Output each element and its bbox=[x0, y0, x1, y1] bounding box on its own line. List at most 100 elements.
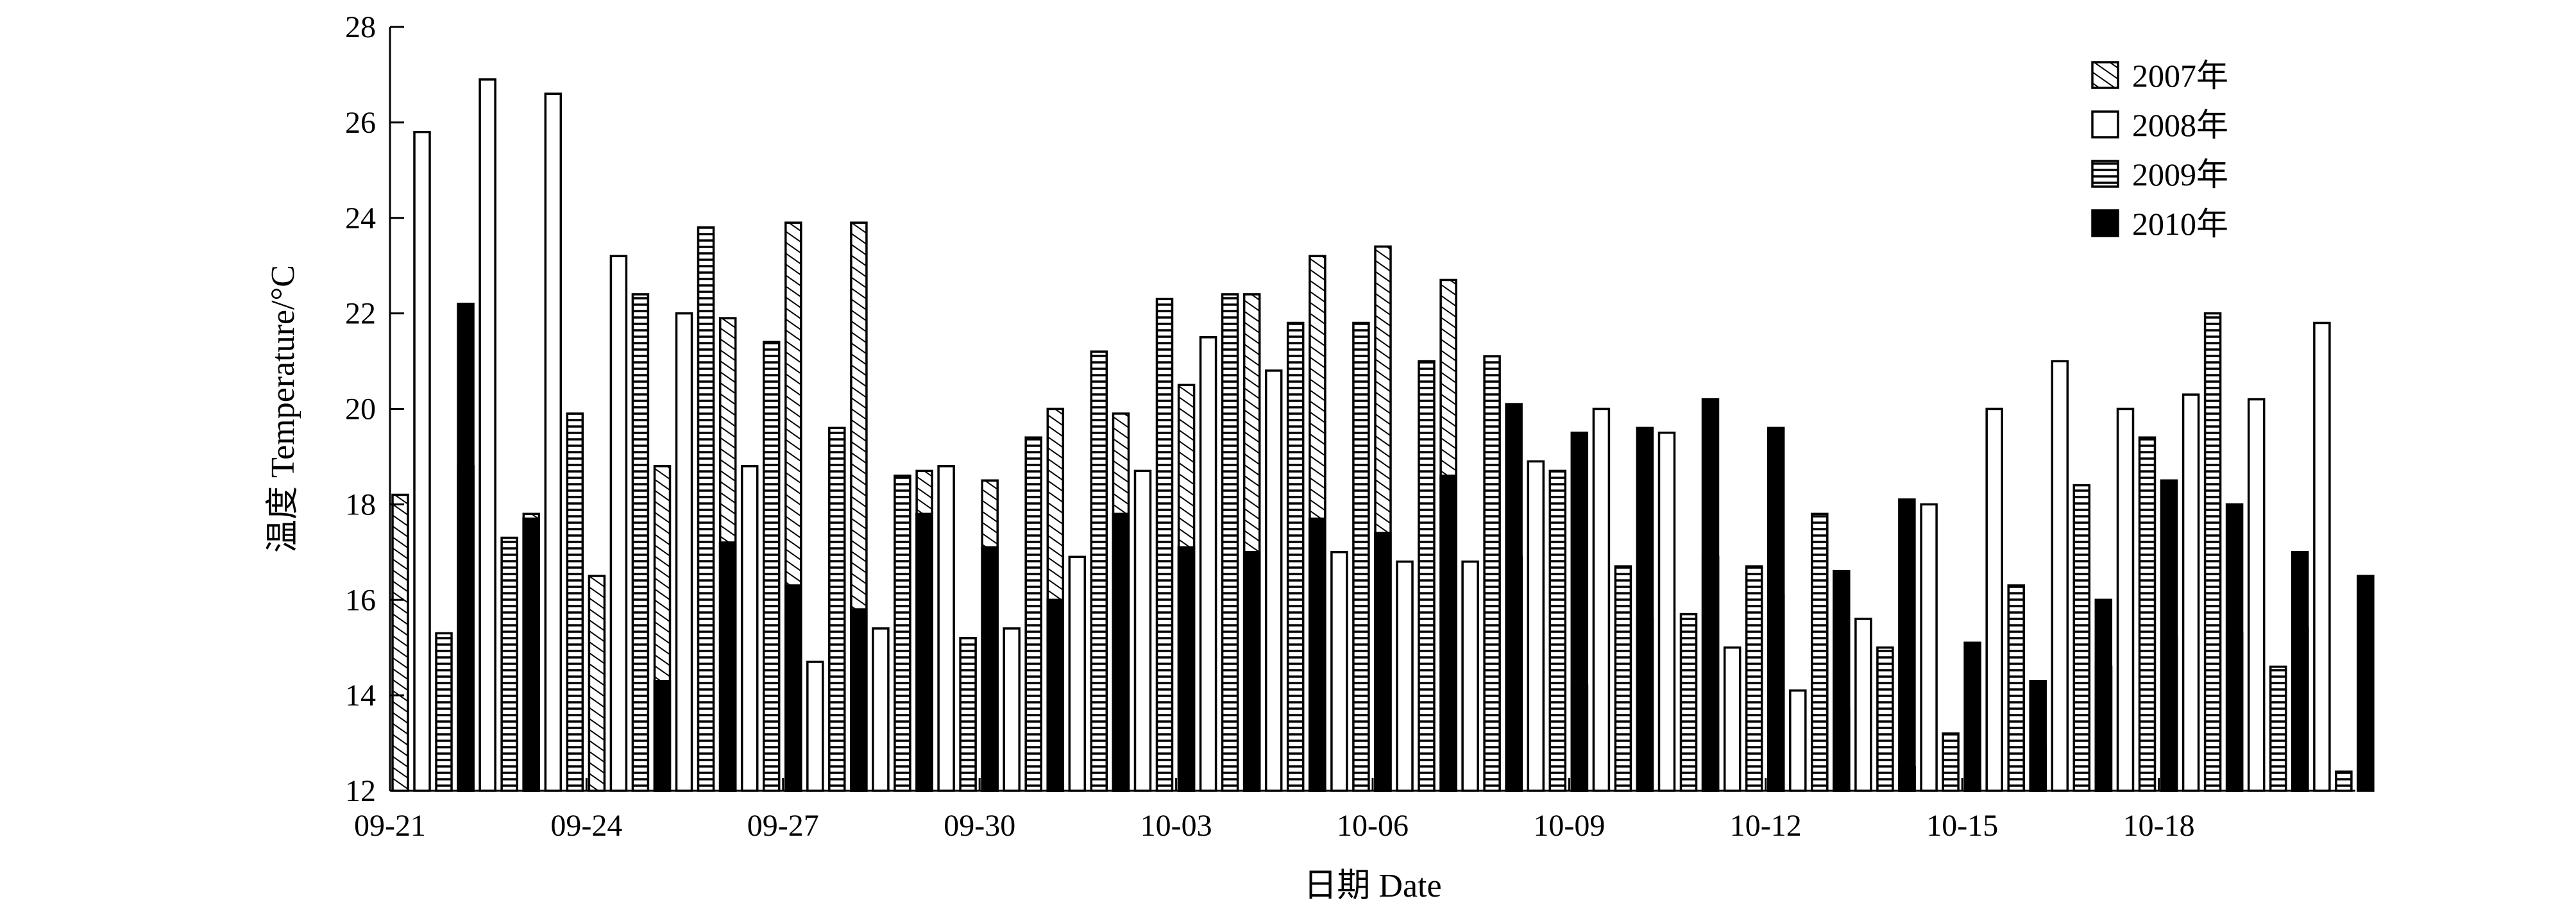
bar-s2-c12 bbox=[1221, 293, 1239, 792]
bar-s1-c0 bbox=[413, 131, 431, 792]
bar-s2-c3 bbox=[631, 293, 650, 792]
bar-s1-c13 bbox=[1264, 369, 1283, 792]
bar-s2-c11 bbox=[1155, 298, 1174, 792]
bar-s2-c21 bbox=[1811, 512, 1829, 792]
bars-layer bbox=[391, 78, 2375, 792]
x-tick-label-2: 09-27 bbox=[747, 809, 819, 843]
bar-s1-c17 bbox=[1527, 460, 1545, 792]
bar-s1-c16 bbox=[1461, 560, 1479, 792]
bar-s2-c1 bbox=[500, 536, 518, 792]
bar-s2-c16 bbox=[1483, 355, 1501, 792]
bar-s3-c0 bbox=[457, 302, 475, 792]
bar-s3-c6 bbox=[850, 608, 868, 792]
bar-s1-c22 bbox=[1854, 618, 1872, 792]
bar-s3-c27 bbox=[2225, 503, 2244, 792]
bar-s2-c8 bbox=[959, 637, 977, 792]
bar-s2-c9 bbox=[1024, 436, 1042, 792]
bar-s1-c25 bbox=[2051, 360, 2069, 792]
bar-s2-c2 bbox=[566, 412, 584, 792]
bar-s1-c2 bbox=[544, 92, 563, 792]
bar-s2-c25 bbox=[2072, 484, 2091, 792]
bar-s3-c13 bbox=[1308, 517, 1326, 792]
bar-s1-c5 bbox=[740, 465, 759, 792]
bar-s2-c27 bbox=[2203, 312, 2222, 792]
bar-s1-c26 bbox=[2116, 407, 2135, 792]
bar-s2-c22 bbox=[1876, 646, 1894, 792]
bar-s3-c19 bbox=[1701, 398, 1720, 792]
bar-s1-c9 bbox=[1003, 627, 1021, 792]
bar-s3-c14 bbox=[1374, 532, 1392, 792]
legend-label-1: 2008年 bbox=[2132, 107, 2228, 143]
x-tick-label-0: 09-21 bbox=[354, 809, 426, 843]
x-tick-label-6: 10-09 bbox=[1533, 809, 1605, 843]
y-tick-label-5: 22 bbox=[345, 297, 376, 331]
legend-label-2: 2009年 bbox=[2132, 156, 2228, 192]
bar-s1-c27 bbox=[2182, 393, 2200, 792]
bar-s3-c7 bbox=[915, 512, 933, 792]
x-tick-label-4: 10-03 bbox=[1140, 809, 1212, 843]
bar-s1-c8 bbox=[937, 465, 955, 792]
bar-s2-c14 bbox=[1352, 321, 1370, 792]
y-tick-label-2: 16 bbox=[345, 583, 376, 617]
bar-s1-c15 bbox=[1396, 560, 1414, 792]
bar-s1-c18 bbox=[1592, 407, 1611, 792]
x-tick-label-9: 10-18 bbox=[2123, 809, 2195, 843]
y-tick-label-3: 18 bbox=[345, 487, 376, 521]
x-tick-label-8: 10-15 bbox=[1926, 809, 1998, 843]
bar-s3-c10 bbox=[1112, 512, 1130, 792]
bar-s2-c19 bbox=[1679, 612, 1698, 792]
bar-s2-c20 bbox=[1745, 565, 1763, 792]
bar-s1-c7 bbox=[872, 627, 890, 792]
bar-s1-c20 bbox=[1723, 646, 1741, 792]
x-tick-label-7: 10-12 bbox=[1730, 809, 1802, 843]
bar-s1-c6 bbox=[806, 661, 824, 792]
x-tick-label-3: 09-30 bbox=[944, 809, 1015, 843]
y-tick-label-8: 28 bbox=[345, 10, 376, 44]
bar-s3-c20 bbox=[1767, 426, 1785, 792]
legend-label-0: 2007年 bbox=[2132, 58, 2228, 94]
y-tick-label-0: 12 bbox=[345, 774, 376, 808]
bar-s3-c1 bbox=[522, 517, 540, 792]
bar-s0-c3 bbox=[588, 575, 606, 792]
bar-s2-c28 bbox=[2269, 665, 2287, 792]
bar-s1-c14 bbox=[1330, 551, 1348, 792]
bar-s3-c28 bbox=[2291, 551, 2309, 792]
bar-s3-c3 bbox=[653, 680, 672, 792]
bar-s2-c13 bbox=[1286, 321, 1305, 792]
legend-label-3: 2010年 bbox=[2132, 206, 2228, 242]
bar-s3-c16 bbox=[1505, 403, 1523, 792]
bar-s2-c18 bbox=[1614, 565, 1632, 792]
bar-s3-c11 bbox=[1177, 546, 1196, 792]
bar-s3-c12 bbox=[1242, 551, 1261, 792]
bar-s3-c22 bbox=[1898, 498, 1916, 792]
bar-s1-c1 bbox=[479, 78, 496, 792]
bar-s3-c25 bbox=[2094, 598, 2113, 792]
bar-s2-c4 bbox=[697, 226, 715, 792]
bar-s2-c10 bbox=[1090, 350, 1108, 792]
bar-s0-c0 bbox=[391, 493, 409, 792]
bar-s3-c29 bbox=[2357, 575, 2375, 792]
bar-s2-c0 bbox=[435, 632, 453, 792]
bar-s3-c24 bbox=[2029, 680, 2047, 792]
bar-s2-c5 bbox=[762, 341, 781, 792]
legend-swatch-3 bbox=[2091, 209, 2119, 237]
x-axis-title: 日期 Date bbox=[1303, 868, 1441, 904]
bar-s3-c26 bbox=[2160, 479, 2178, 792]
bar-s1-c19 bbox=[1657, 431, 1676, 792]
axes-layer: 12 14 16 18 20 22 24 26 28 09-21 09-24 09-27 09-30 10… bbox=[265, 10, 2355, 904]
bar-s3-c21 bbox=[1833, 570, 1851, 792]
legend-swatch-1 bbox=[2091, 110, 2119, 139]
bar-s1-c23 bbox=[1920, 503, 1938, 792]
bar-s3-c8 bbox=[981, 546, 999, 792]
y-tick-label-4: 20 bbox=[345, 393, 376, 426]
bar-s3-c9 bbox=[1046, 598, 1064, 792]
x-tick-label-1: 09-24 bbox=[550, 809, 622, 843]
y-axis-title: 温度 Temperature/°C bbox=[265, 265, 301, 553]
bar-s1-c12 bbox=[1199, 336, 1217, 792]
bar-s2-c7 bbox=[894, 474, 911, 792]
y-tick-label-1: 14 bbox=[345, 679, 376, 713]
y-tick-label-7: 26 bbox=[345, 106, 376, 140]
bar-s3-c17 bbox=[1570, 431, 1589, 792]
